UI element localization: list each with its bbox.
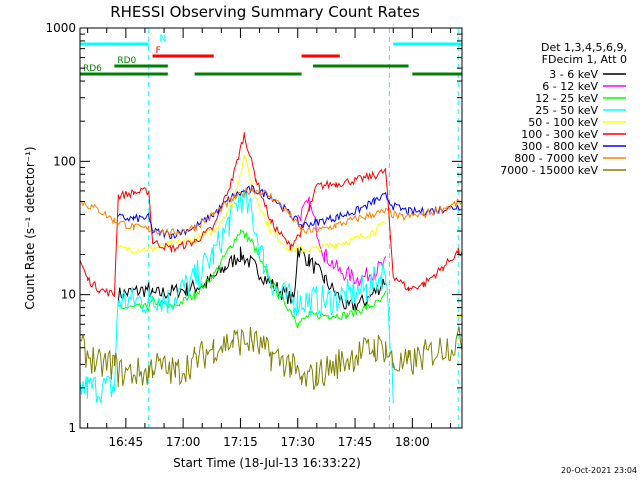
series-line-6-0 bbox=[117, 184, 463, 240]
flag-bars: NF RD0 RD6 bbox=[80, 34, 462, 76]
x-tick-label-2: 17:15 bbox=[223, 435, 258, 449]
legend-entry-2: 12 - 25 keV bbox=[535, 92, 598, 105]
series-line-3-0 bbox=[79, 188, 394, 404]
x-tick-label-1: 17:00 bbox=[166, 435, 201, 449]
flag-label-3: RD6 bbox=[83, 64, 102, 74]
x-axis-label: Start Time (18-Jul-13 16:33:22) bbox=[173, 456, 361, 470]
y-tick-label-3: 1000 bbox=[45, 21, 76, 35]
series-line-8-0 bbox=[79, 326, 463, 391]
legend-entry-5: 100 - 300 keV bbox=[521, 128, 598, 141]
legend-entry-0: 3 - 6 keV bbox=[549, 68, 598, 81]
legend-entry-8: 7000 - 15000 keV bbox=[500, 164, 598, 177]
flag-label-0: N bbox=[159, 34, 166, 44]
legend-entry-3: 25 - 50 keV bbox=[535, 104, 598, 117]
flag-label-1: F bbox=[156, 46, 161, 56]
series-line-4-1 bbox=[457, 314, 463, 321]
legend: Det 1,3,4,5,6,9, FDecim 1, Att 0 3 - 6 k… bbox=[500, 41, 627, 177]
series-line-1-0 bbox=[297, 196, 387, 287]
x-tick-label-4: 17:45 bbox=[338, 435, 373, 449]
chart-title: RHESSI Observing Summary Count Rates bbox=[110, 3, 420, 21]
legend-header-line-1: Det 1,3,4,5,6,9, bbox=[541, 41, 627, 54]
plot-area bbox=[79, 28, 463, 428]
series-line-2-0 bbox=[117, 229, 387, 329]
y-tick-label-2: 100 bbox=[53, 154, 76, 168]
legend-entry-6: 300 - 800 keV bbox=[521, 140, 598, 153]
x-tick-label-0: 16:45 bbox=[109, 435, 144, 449]
legend-entry-1: 6 - 12 keV bbox=[542, 80, 598, 93]
plot-frame bbox=[79, 27, 463, 429]
legend-entry-7: 800 - 7000 keV bbox=[514, 152, 598, 165]
series-line-0-0 bbox=[117, 246, 386, 311]
legend-header-line-2: FDecim 1, Att 0 bbox=[542, 53, 627, 66]
series-line-7-0 bbox=[79, 186, 463, 237]
axes: 1 10 100 1000 16:45 17:00 17:15 17:30 17:45 18:00 bbox=[45, 21, 463, 449]
x-tick-label-5: 18:00 bbox=[395, 435, 430, 449]
flag-label-2: RD0 bbox=[117, 56, 136, 66]
timestamp-footer: 20-Oct-2021 23:04 bbox=[561, 466, 637, 475]
legend-entry-4: 50 - 100 keV bbox=[528, 116, 598, 129]
series-line-5-0 bbox=[79, 132, 463, 298]
y-tick-label-0: 1 bbox=[68, 421, 76, 435]
y-tick-label-1: 10 bbox=[61, 288, 76, 302]
x-tick-label-3: 17:30 bbox=[280, 435, 315, 449]
series-line-4-0 bbox=[117, 154, 386, 254]
y-axis-label: Count Rate (s⁻¹ detector⁻¹) bbox=[23, 146, 37, 309]
